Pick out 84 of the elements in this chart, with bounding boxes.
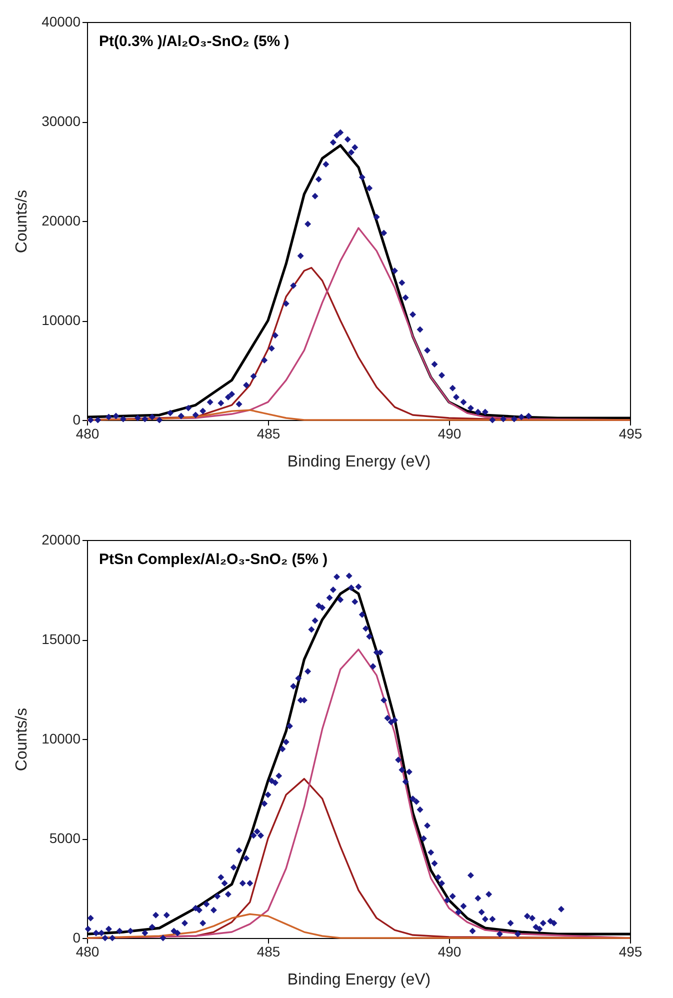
point — [105, 414, 112, 420]
y-tick-label: 0 — [72, 412, 81, 428]
point — [224, 394, 232, 400]
point — [282, 300, 290, 307]
point — [410, 311, 416, 318]
point — [228, 390, 236, 398]
x-axis-title: Binding Energy (eV) — [287, 454, 431, 470]
y-tick-label: 30000 — [42, 113, 81, 129]
x-tick-label: 485 — [256, 944, 280, 960]
point — [489, 416, 496, 424]
point — [391, 268, 398, 274]
x-axis-title: Binding Energy (eV) — [287, 972, 431, 988]
x-tick-label: 480 — [76, 426, 100, 442]
point — [449, 384, 456, 392]
point — [167, 410, 174, 416]
point — [236, 400, 242, 408]
point — [134, 414, 141, 422]
point — [337, 129, 344, 136]
point — [312, 192, 318, 200]
point — [206, 398, 214, 406]
y-axis-title: Counts/s — [14, 708, 31, 772]
y-tick-label: 20000 — [42, 212, 81, 228]
point — [94, 416, 102, 424]
text: Pt(0.3% )/Al₂O₃-SnO₂ (5% ) — [99, 33, 290, 50]
point — [348, 149, 354, 156]
point — [272, 332, 278, 339]
point — [250, 372, 257, 380]
point — [402, 294, 409, 301]
point — [366, 184, 373, 192]
point — [200, 408, 206, 414]
point — [330, 139, 336, 146]
point — [261, 357, 268, 364]
point — [467, 404, 474, 412]
point — [218, 400, 224, 406]
x-tick-label: 495 — [618, 426, 642, 442]
point — [380, 230, 388, 236]
point — [373, 214, 380, 220]
text: PtSn Complex/Al₂O₃-SnO₂ (5% ) — [99, 551, 328, 568]
y-tick-label: 20000 — [42, 532, 81, 548]
point — [334, 132, 340, 139]
point — [424, 347, 431, 354]
point — [525, 412, 532, 420]
point — [398, 279, 406, 286]
point — [142, 416, 148, 422]
y-tick-label: 10000 — [42, 312, 81, 328]
point — [112, 412, 120, 420]
y-tick-label: 10000 — [42, 730, 81, 746]
point — [120, 416, 126, 422]
point — [315, 176, 322, 182]
point — [243, 382, 250, 388]
point — [192, 412, 199, 418]
point — [474, 408, 482, 416]
point — [500, 416, 507, 422]
point — [416, 326, 424, 333]
point — [268, 345, 275, 352]
point — [352, 144, 358, 151]
point — [358, 174, 366, 180]
x-tick-label: 490 — [438, 426, 462, 442]
x-tick-label: 485 — [256, 426, 280, 442]
y-axis-title: Counts/s — [14, 190, 31, 254]
point — [185, 404, 192, 412]
y-tick-label: 15000 — [42, 631, 81, 647]
point — [87, 416, 94, 424]
x-tick-label: 495 — [618, 944, 642, 960]
y-tick-label: 5000 — [49, 830, 81, 846]
point — [344, 136, 351, 143]
point — [460, 398, 467, 406]
point — [290, 282, 297, 289]
x-tick-label: 490 — [438, 944, 462, 960]
point — [482, 408, 488, 416]
y-tick-label: 40000 — [42, 14, 81, 30]
point — [304, 220, 312, 228]
point — [156, 416, 163, 424]
x-tick-label: 480 — [76, 944, 100, 960]
point — [322, 161, 330, 168]
point — [438, 372, 445, 378]
point — [148, 414, 156, 420]
point — [518, 414, 525, 420]
point — [510, 416, 518, 422]
point — [178, 412, 184, 420]
point — [431, 361, 438, 368]
point — [453, 394, 460, 400]
point — [297, 252, 304, 260]
y-tick-label: 0 — [72, 930, 81, 946]
